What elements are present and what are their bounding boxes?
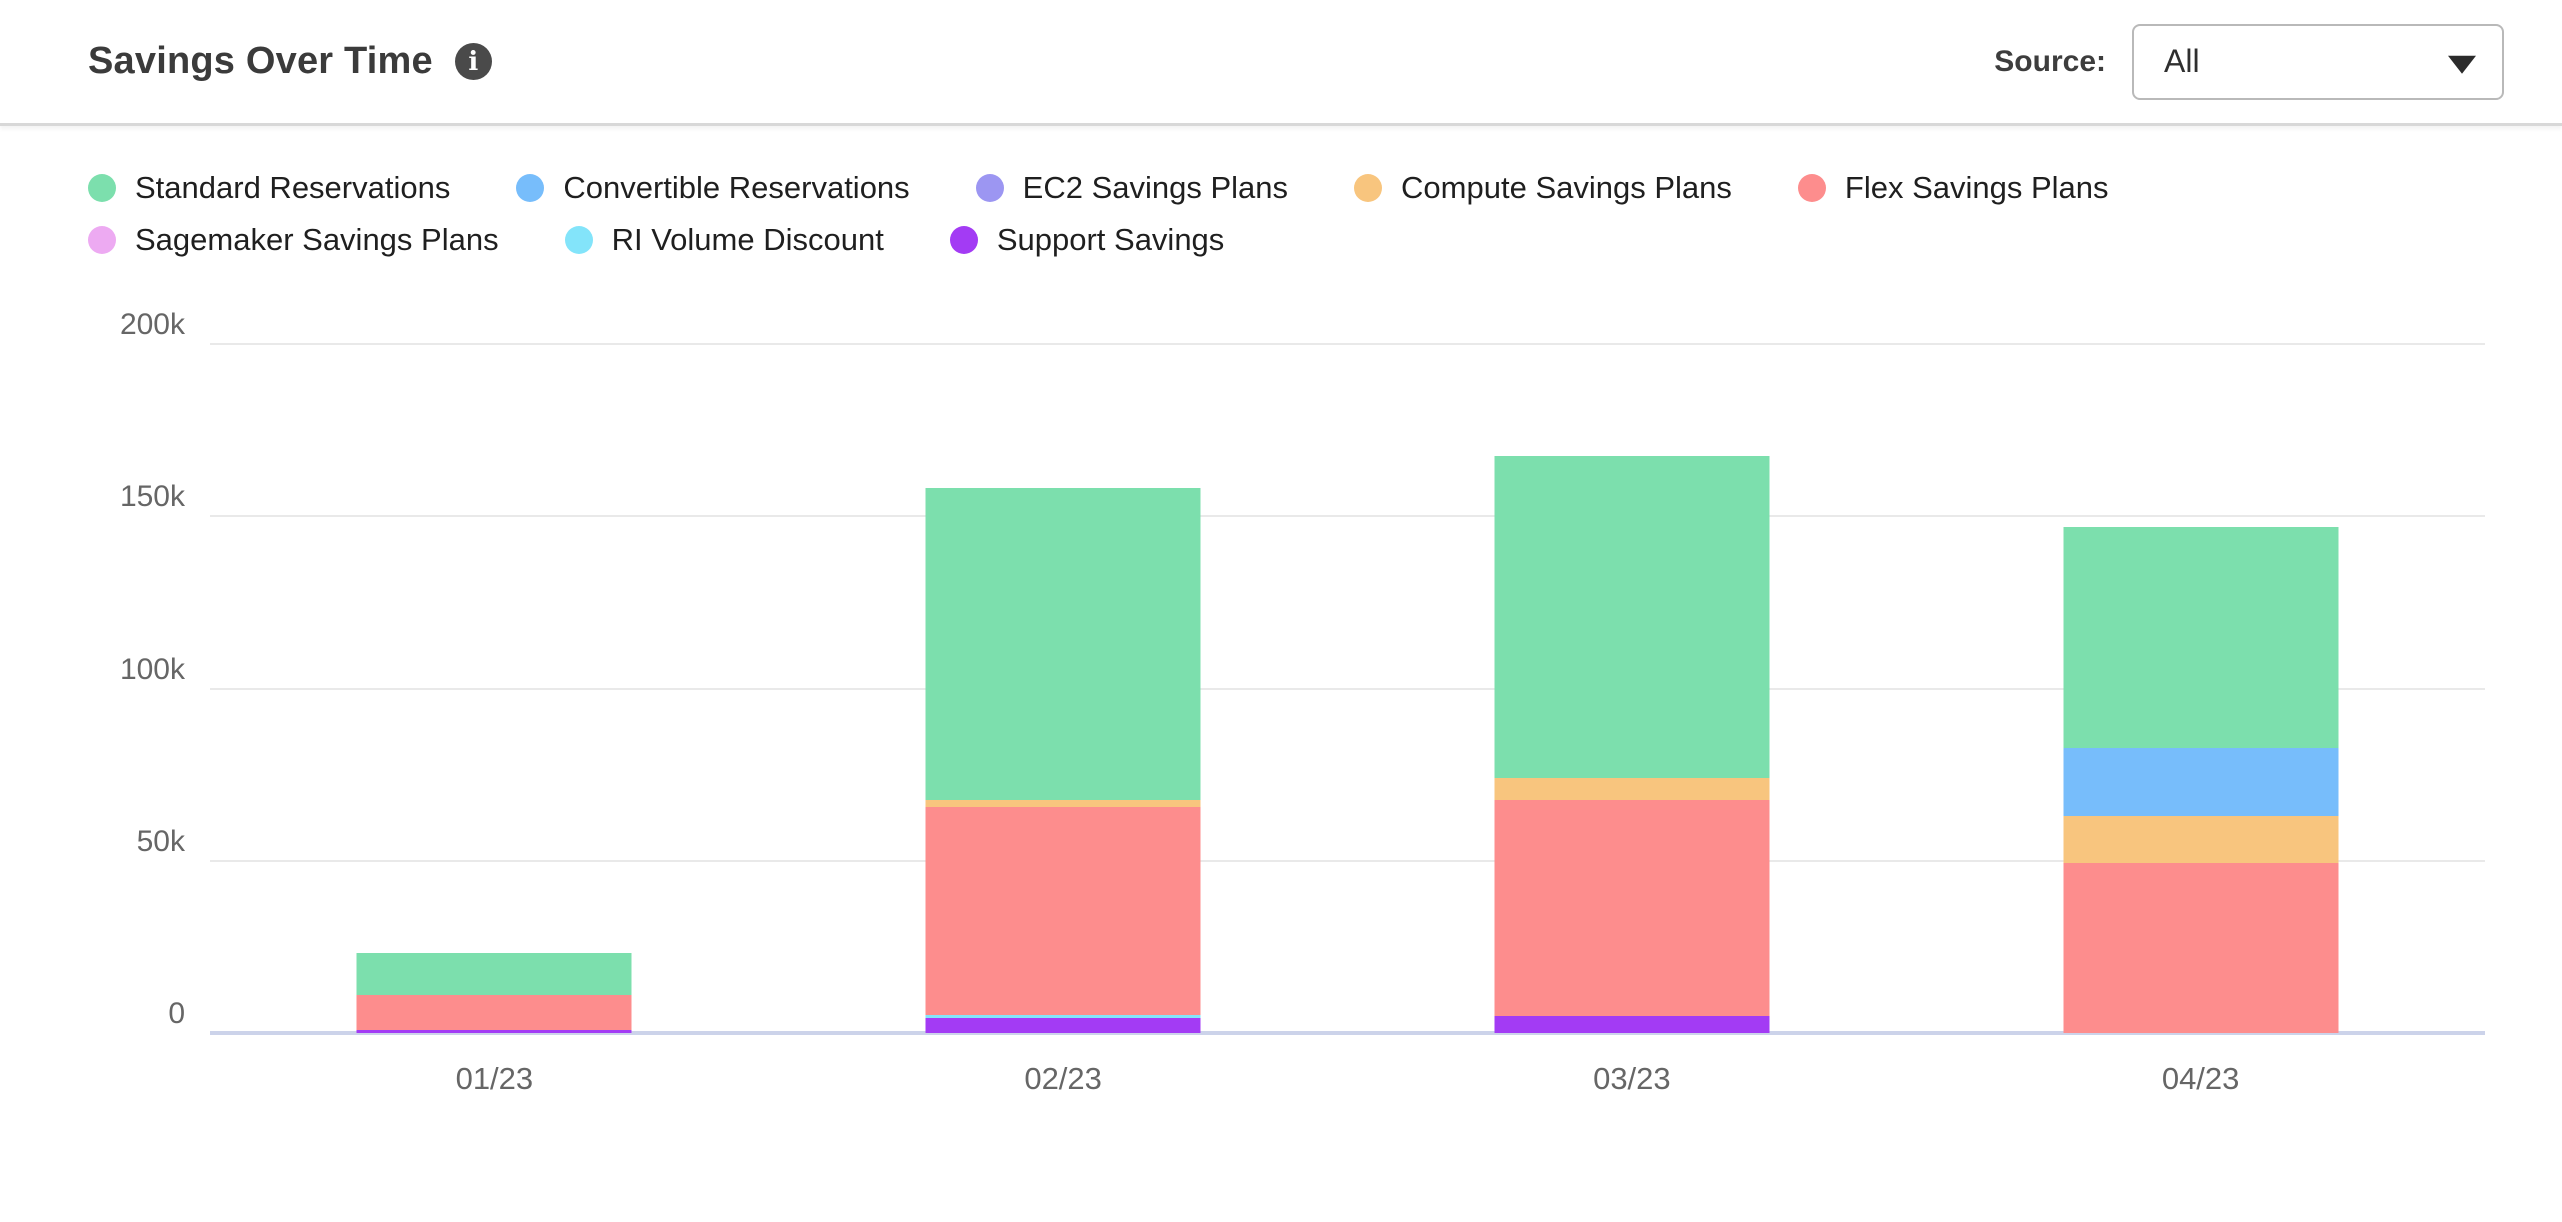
bar-slot: 01/23 (210, 344, 779, 1096)
x-axis-tick: 03/23 (1593, 1061, 1671, 1096)
gridline (210, 687, 2485, 690)
chevron-down-icon (2448, 55, 2476, 74)
legend-label: RI Volume Discount (611, 222, 884, 257)
bar-segment[interactable] (2063, 815, 2339, 864)
legend-item[interactable]: Sagemaker Savings Plans (88, 222, 499, 258)
bar-segment[interactable] (356, 995, 632, 1030)
source-dropdown[interactable]: All (2132, 23, 2504, 100)
legend-label: EC2 Savings Plans (1022, 170, 1289, 205)
bar-slot: 03/23 (1348, 344, 1917, 1096)
source-group: Source: All (1994, 0, 2504, 123)
x-axis-tick: 01/23 (455, 1061, 534, 1096)
legend-label: Support Savings (996, 222, 1225, 257)
bar-segment[interactable] (925, 1018, 1201, 1033)
gridline (210, 859, 2485, 862)
bar-segment[interactable] (356, 1029, 632, 1033)
legend-dot-icon (88, 174, 116, 202)
bar-segment[interactable] (925, 1015, 1201, 1019)
legend-label: Flex Savings Plans (1844, 170, 2109, 205)
info-icon[interactable]: i (454, 43, 492, 80)
legend-label: Convertible Reservations (563, 170, 910, 205)
bar-segment[interactable] (1494, 455, 1770, 779)
legend-label: Compute Savings Plans (1401, 170, 1732, 205)
source-label: Source: (1994, 44, 2106, 78)
legend-dot-icon (88, 226, 116, 254)
page-title: Savings Over Time (88, 40, 433, 82)
bar-segment[interactable] (925, 807, 1201, 1016)
x-axis-tick: 02/23 (1024, 1061, 1102, 1096)
legend-item[interactable]: EC2 Savings Plans (975, 170, 1289, 206)
legend-dot-icon (949, 226, 978, 254)
legend-dot-icon (1797, 174, 1826, 202)
legend-dot-icon (975, 174, 1004, 202)
legend-item[interactable]: RI Volume Discount (564, 222, 884, 258)
legend-item[interactable]: Flex Savings Plans (1797, 170, 2109, 206)
legend-dot-icon (564, 226, 593, 254)
y-axis-tick: 50k (136, 824, 185, 858)
bar-segment[interactable] (2063, 748, 2339, 816)
gridline (210, 515, 2485, 518)
legend-label: Standard Reservations (135, 170, 451, 205)
y-axis-tick: 0 (168, 997, 185, 1030)
savings-chart: 200k 150k 100k 50k 0 01/23 02/23 03/23 04/23 (0, 268, 2562, 1168)
bar-segment[interactable] (356, 953, 632, 996)
bar-slot: 04/23 (1916, 344, 2485, 1096)
legend: Standard Reservations Convertible Reserva… (88, 170, 2328, 258)
stacked-bar (2063, 526, 2339, 1033)
legend-item[interactable]: Standard Reservations (88, 170, 450, 206)
legend-item[interactable]: Support Savings (949, 222, 1225, 258)
x-axis-tick: 04/23 (2161, 1061, 2240, 1096)
y-axis-tick: 150k (119, 480, 185, 514)
title-group: Savings Over Time i (88, 0, 492, 123)
legend-dot-icon (1354, 174, 1383, 202)
y-axis-tick: 200k (119, 308, 185, 341)
legend-dot-icon (516, 174, 545, 202)
stacked-bar (925, 488, 1201, 1033)
bar-segment[interactable] (1494, 800, 1770, 1017)
bar-segment[interactable] (2063, 526, 2339, 749)
bar-segment[interactable] (925, 488, 1201, 800)
stacked-bar (1494, 455, 1770, 1033)
legend-item[interactable]: Convertible Reservations (516, 170, 910, 206)
bar-segment[interactable] (1494, 778, 1770, 801)
legend-item[interactable]: Compute Savings Plans (1354, 170, 1732, 206)
x-axis-line (210, 1031, 2485, 1035)
plot-area: 200k 150k 100k 50k 0 01/23 02/23 03/23 04/23 (120, 308, 2485, 1096)
y-axis-tick: 100k (119, 652, 185, 686)
stacked-bar (356, 953, 632, 1033)
bar-segment[interactable] (1494, 1016, 1770, 1033)
bar-segment[interactable] (2063, 863, 2339, 1033)
legend-label: Sagemaker Savings Plans (135, 222, 499, 257)
chart-header: Savings Over Time i Source: All (0, 0, 2562, 126)
gridline (210, 343, 2485, 345)
source-dropdown-value: All (2164, 43, 2200, 79)
bar-segment[interactable] (925, 799, 1201, 808)
bar-slot: 02/23 (779, 344, 1348, 1096)
